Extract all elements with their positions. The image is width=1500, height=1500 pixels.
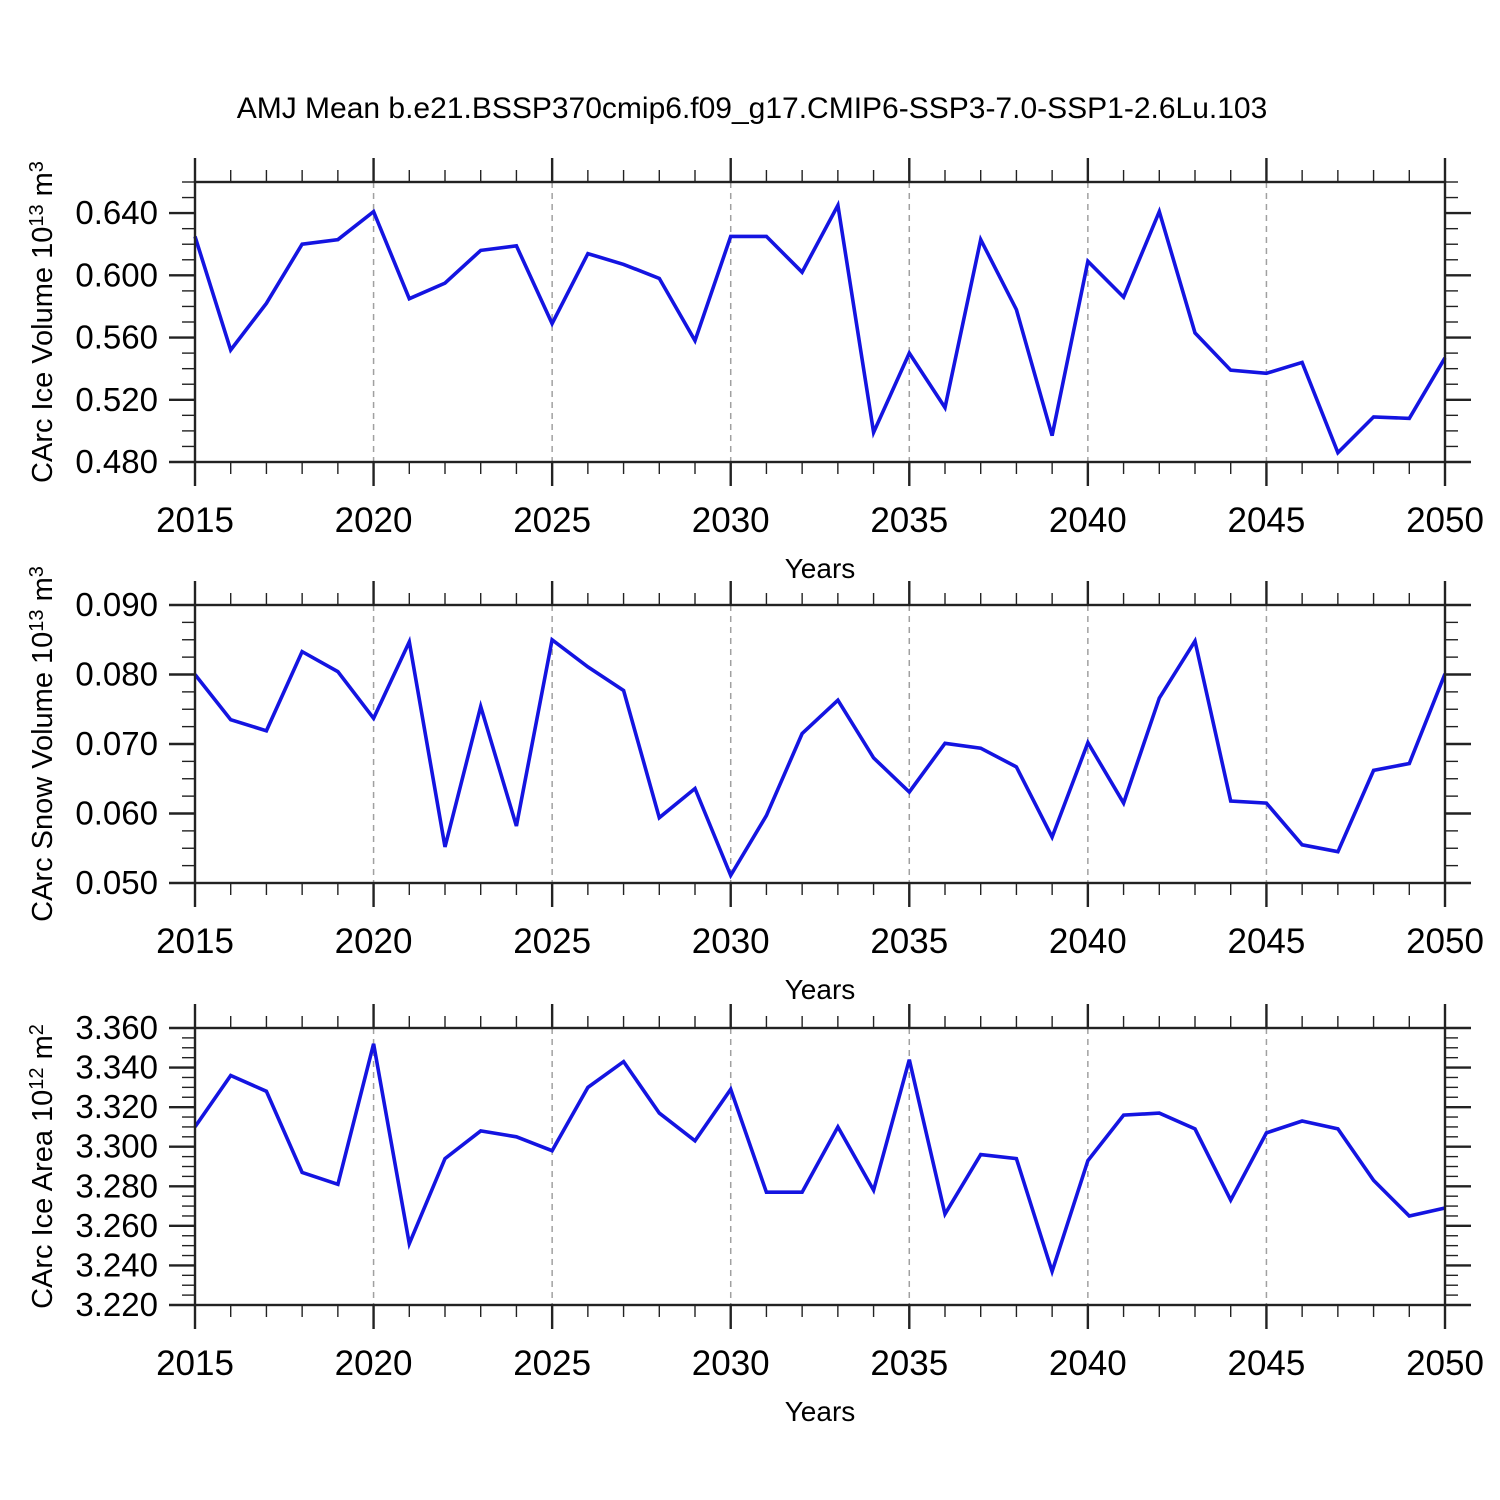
y-tick-label: 3.240 <box>75 1246 158 1283</box>
x-tick-label: 2015 <box>156 922 234 961</box>
y-tick-label: 0.480 <box>75 443 158 480</box>
x-tick-label: 2030 <box>692 1344 770 1383</box>
figure-title: AMJ Mean b.e21.BSSP370cmip6.f09_g17.CMIP… <box>237 92 1268 125</box>
x-tick-label: 2020 <box>335 501 413 540</box>
data-line-2 <box>193 635 1447 880</box>
x-tick-label: 2040 <box>1049 1344 1127 1383</box>
x-tick-label: 2045 <box>1227 1344 1305 1383</box>
axis-box <box>193 180 1447 464</box>
y-tick-label: 0.070 <box>75 725 158 762</box>
x-tick-label: 2015 <box>156 1344 234 1383</box>
y-tick-label: 3.340 <box>75 1049 158 1086</box>
y-tick-label: 3.280 <box>75 1167 158 1204</box>
y-axis-title: CArc Ice Area 1012 m2 <box>26 1024 59 1309</box>
y-tick-label: 0.640 <box>75 194 158 231</box>
x-tick-label: 2045 <box>1227 501 1305 540</box>
x-tick-label: 2030 <box>692 501 770 540</box>
x-tick-label: 2035 <box>870 501 948 540</box>
data-line-1 <box>193 199 1447 456</box>
panel-2: 0.050 0.060 0.070 0.080 0.090 2015 2020 2025 203… <box>26 566 1484 1005</box>
x-tick-label: 2050 <box>1406 1344 1484 1383</box>
y-axis-title: CArc Ice Volume 1013 m3 <box>26 161 59 483</box>
y-tick-label: 0.560 <box>75 319 158 356</box>
y-tick-label: 0.090 <box>75 586 158 623</box>
y-tick-label: 3.300 <box>75 1128 158 1165</box>
y-axis-title: CArc Snow Volume 1013 m3 <box>26 566 59 922</box>
y-tick-label: 3.360 <box>75 1009 158 1046</box>
y-tick-label: 0.600 <box>75 256 158 293</box>
x-axis-title: Years <box>785 974 856 1005</box>
panel-1: 0.480 0.520 0.560 0.600 0.640 2015 2020 2025 203… <box>26 158 1484 584</box>
y-tick-label: 3.260 <box>75 1207 158 1244</box>
x-tick-label: 2020 <box>335 922 413 961</box>
y-tick-label: 3.220 <box>75 1286 158 1323</box>
y-tick-label: 0.520 <box>75 381 158 418</box>
x-tick-label: 2025 <box>513 1344 591 1383</box>
panel-3: 3.2203.2403.2603.2803.3003.3203.3403.360… <box>26 1004 1484 1427</box>
x-tick-label: 2050 <box>1406 922 1484 961</box>
x-tick-label: 2045 <box>1227 922 1305 961</box>
data-line-3 <box>193 1043 1446 1278</box>
axis-box <box>193 603 1447 885</box>
x-tick-label: 2040 <box>1049 922 1127 961</box>
x-tick-label: 2020 <box>335 1344 413 1383</box>
x-tick-label: 2035 <box>870 922 948 961</box>
x-tick-label: 2025 <box>513 922 591 961</box>
y-tick-label: 0.080 <box>75 656 158 693</box>
y-tick-label: 3.320 <box>75 1088 158 1125</box>
y-tick-label: 0.060 <box>75 795 158 832</box>
axis-box <box>193 1026 1447 1307</box>
x-tick-label: 2030 <box>692 922 770 961</box>
x-tick-label: 2035 <box>870 1344 948 1383</box>
y-tick-label: 0.050 <box>75 864 158 901</box>
panels-group: 0.480 0.520 0.560 0.600 0.640 2015 2020 2025 203… <box>26 158 1484 1427</box>
x-axis-title: Years <box>785 553 856 584</box>
x-tick-label: 2025 <box>513 501 591 540</box>
x-tick-label: 2015 <box>156 501 234 540</box>
x-tick-label: 2050 <box>1406 501 1484 540</box>
x-axis-title: Years <box>785 1396 856 1427</box>
x-tick-label: 2040 <box>1049 501 1127 540</box>
